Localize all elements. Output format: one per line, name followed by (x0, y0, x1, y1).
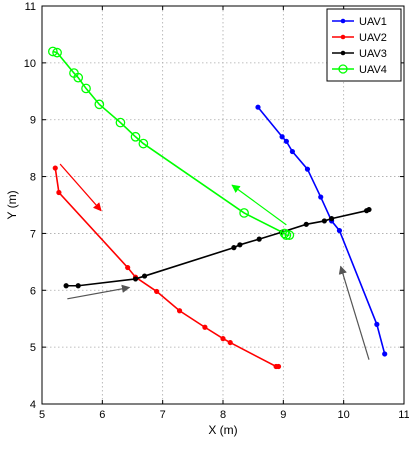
y-tick-label: 6 (30, 285, 36, 297)
series-uav4 (48, 46, 295, 240)
data-point (48, 46, 58, 57)
data-point (237, 242, 243, 248)
legend-label: UAV4 (359, 64, 387, 76)
data-point (220, 336, 226, 342)
data-point (81, 83, 91, 94)
data-point (374, 321, 380, 328)
data-point (303, 221, 309, 227)
data-point (52, 47, 62, 58)
data-point (279, 228, 290, 239)
x-tick-label: 6 (99, 409, 105, 421)
x-tick-label: 10 (338, 409, 350, 421)
data-point (52, 165, 58, 171)
legend-label: UAV2 (359, 32, 387, 44)
y-axis-label: Y (m) (5, 190, 19, 219)
legend: UAV1 UAV2 UAV3 UAV4 (326, 8, 402, 82)
data-point (366, 206, 372, 213)
data-point (336, 227, 343, 234)
legend-item-uav3: UAV3 (332, 48, 387, 60)
x-tick-label: 7 (160, 409, 166, 421)
direction-arrow (338, 265, 370, 360)
series (48, 46, 388, 370)
data-point (304, 166, 311, 172)
direction-arrows (59, 163, 370, 360)
data-point (284, 230, 295, 240)
data-point (279, 134, 285, 140)
data-point (94, 99, 105, 110)
data-point (281, 230, 292, 240)
data-point (289, 148, 295, 155)
x-axis-label: X (m) (208, 423, 237, 437)
data-point (138, 138, 149, 149)
x-tick-label: 11 (398, 409, 409, 421)
data-point (75, 283, 81, 289)
legend-marker (340, 50, 346, 56)
data-point (275, 363, 282, 370)
data-point (115, 117, 126, 128)
series-uav3 (63, 206, 372, 289)
y-tick-label: 7 (30, 228, 36, 240)
data-point (382, 351, 388, 357)
data-point (130, 131, 141, 142)
x-tick-label: 5 (39, 409, 45, 421)
legend-item-uav4: UAV4 (332, 64, 387, 76)
data-point (202, 324, 208, 330)
direction-arrow (231, 184, 287, 226)
data-point (154, 288, 160, 295)
data-point (227, 339, 233, 346)
grid (42, 6, 404, 404)
data-point (176, 308, 183, 314)
y-tick-label: 8 (30, 172, 36, 184)
y-tick-label: 10 (24, 58, 36, 70)
y-tick-label: 5 (30, 342, 36, 354)
data-point (231, 245, 237, 251)
data-point (321, 218, 327, 224)
legend-item-uav1: UAV1 (332, 16, 387, 28)
series-line (52, 50, 290, 236)
x-tick-label: 8 (220, 409, 226, 421)
direction-arrow (67, 284, 131, 300)
data-point (125, 264, 131, 271)
data-point (56, 189, 62, 196)
data-point (132, 276, 139, 282)
data-point (256, 236, 262, 242)
legend-label: UAV1 (359, 16, 387, 28)
x-tick-label: 9 (280, 409, 286, 421)
data-point (63, 283, 69, 289)
direction-arrow (59, 163, 102, 212)
legend-item-uav2: UAV2 (332, 32, 387, 44)
series-uav1 (255, 104, 388, 357)
data-point (73, 72, 84, 83)
data-point (141, 273, 148, 279)
series-line (257, 106, 386, 355)
series-line (54, 167, 279, 368)
y-tick-label: 9 (30, 115, 36, 127)
legend-label: UAV3 (359, 48, 387, 60)
data-point (239, 208, 249, 218)
plot-area (41, 5, 405, 405)
data-point (329, 216, 335, 222)
y-tick-label: 11 (25, 1, 36, 13)
y-tick-label: 4 (30, 399, 36, 411)
data-point (255, 104, 261, 110)
series-uav2 (52, 165, 282, 370)
legend-marker (340, 18, 346, 24)
legend-marker (338, 64, 348, 74)
data-point (283, 138, 289, 144)
data-point (318, 194, 324, 200)
legend-marker (340, 34, 346, 40)
